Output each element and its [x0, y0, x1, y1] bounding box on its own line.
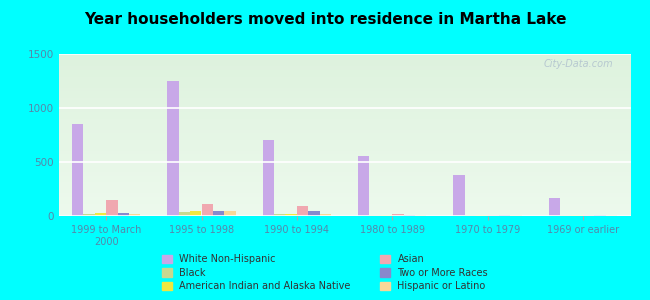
Bar [202, 204, 213, 216]
Bar [95, 213, 106, 216]
Bar [560, 215, 571, 216]
Bar [571, 215, 583, 216]
Text: City-Data.com: City-Data.com [543, 59, 614, 69]
Bar [274, 214, 285, 216]
Bar [583, 215, 594, 216]
Bar [453, 175, 465, 216]
Bar [118, 213, 129, 216]
Bar [179, 212, 190, 216]
Bar [83, 214, 95, 216]
Bar [606, 215, 617, 216]
Bar [263, 140, 274, 216]
Bar [213, 211, 224, 216]
Bar [308, 211, 320, 216]
Bar [488, 215, 499, 216]
Bar [320, 214, 331, 216]
Bar [381, 215, 392, 216]
Bar [297, 206, 308, 216]
Bar [224, 211, 236, 216]
Bar [465, 215, 476, 216]
Bar [594, 215, 606, 216]
Text: Year householders moved into residence in Martha Lake: Year householders moved into residence i… [84, 12, 566, 27]
Bar [549, 198, 560, 216]
Bar [510, 215, 522, 216]
Bar [285, 214, 297, 216]
Bar [415, 215, 426, 216]
Bar [129, 214, 140, 216]
Legend: White Non-Hispanic, Black, American Indian and Alaska Native, Asian, Two or More: White Non-Hispanic, Black, American Indi… [158, 250, 492, 295]
Bar [190, 211, 202, 216]
Bar [358, 155, 369, 216]
Bar [72, 124, 83, 216]
Bar [369, 215, 381, 216]
Bar [499, 215, 510, 216]
Bar [404, 215, 415, 216]
Bar [392, 214, 404, 216]
Bar [106, 200, 118, 216]
Bar [476, 215, 488, 216]
Bar [167, 81, 179, 216]
